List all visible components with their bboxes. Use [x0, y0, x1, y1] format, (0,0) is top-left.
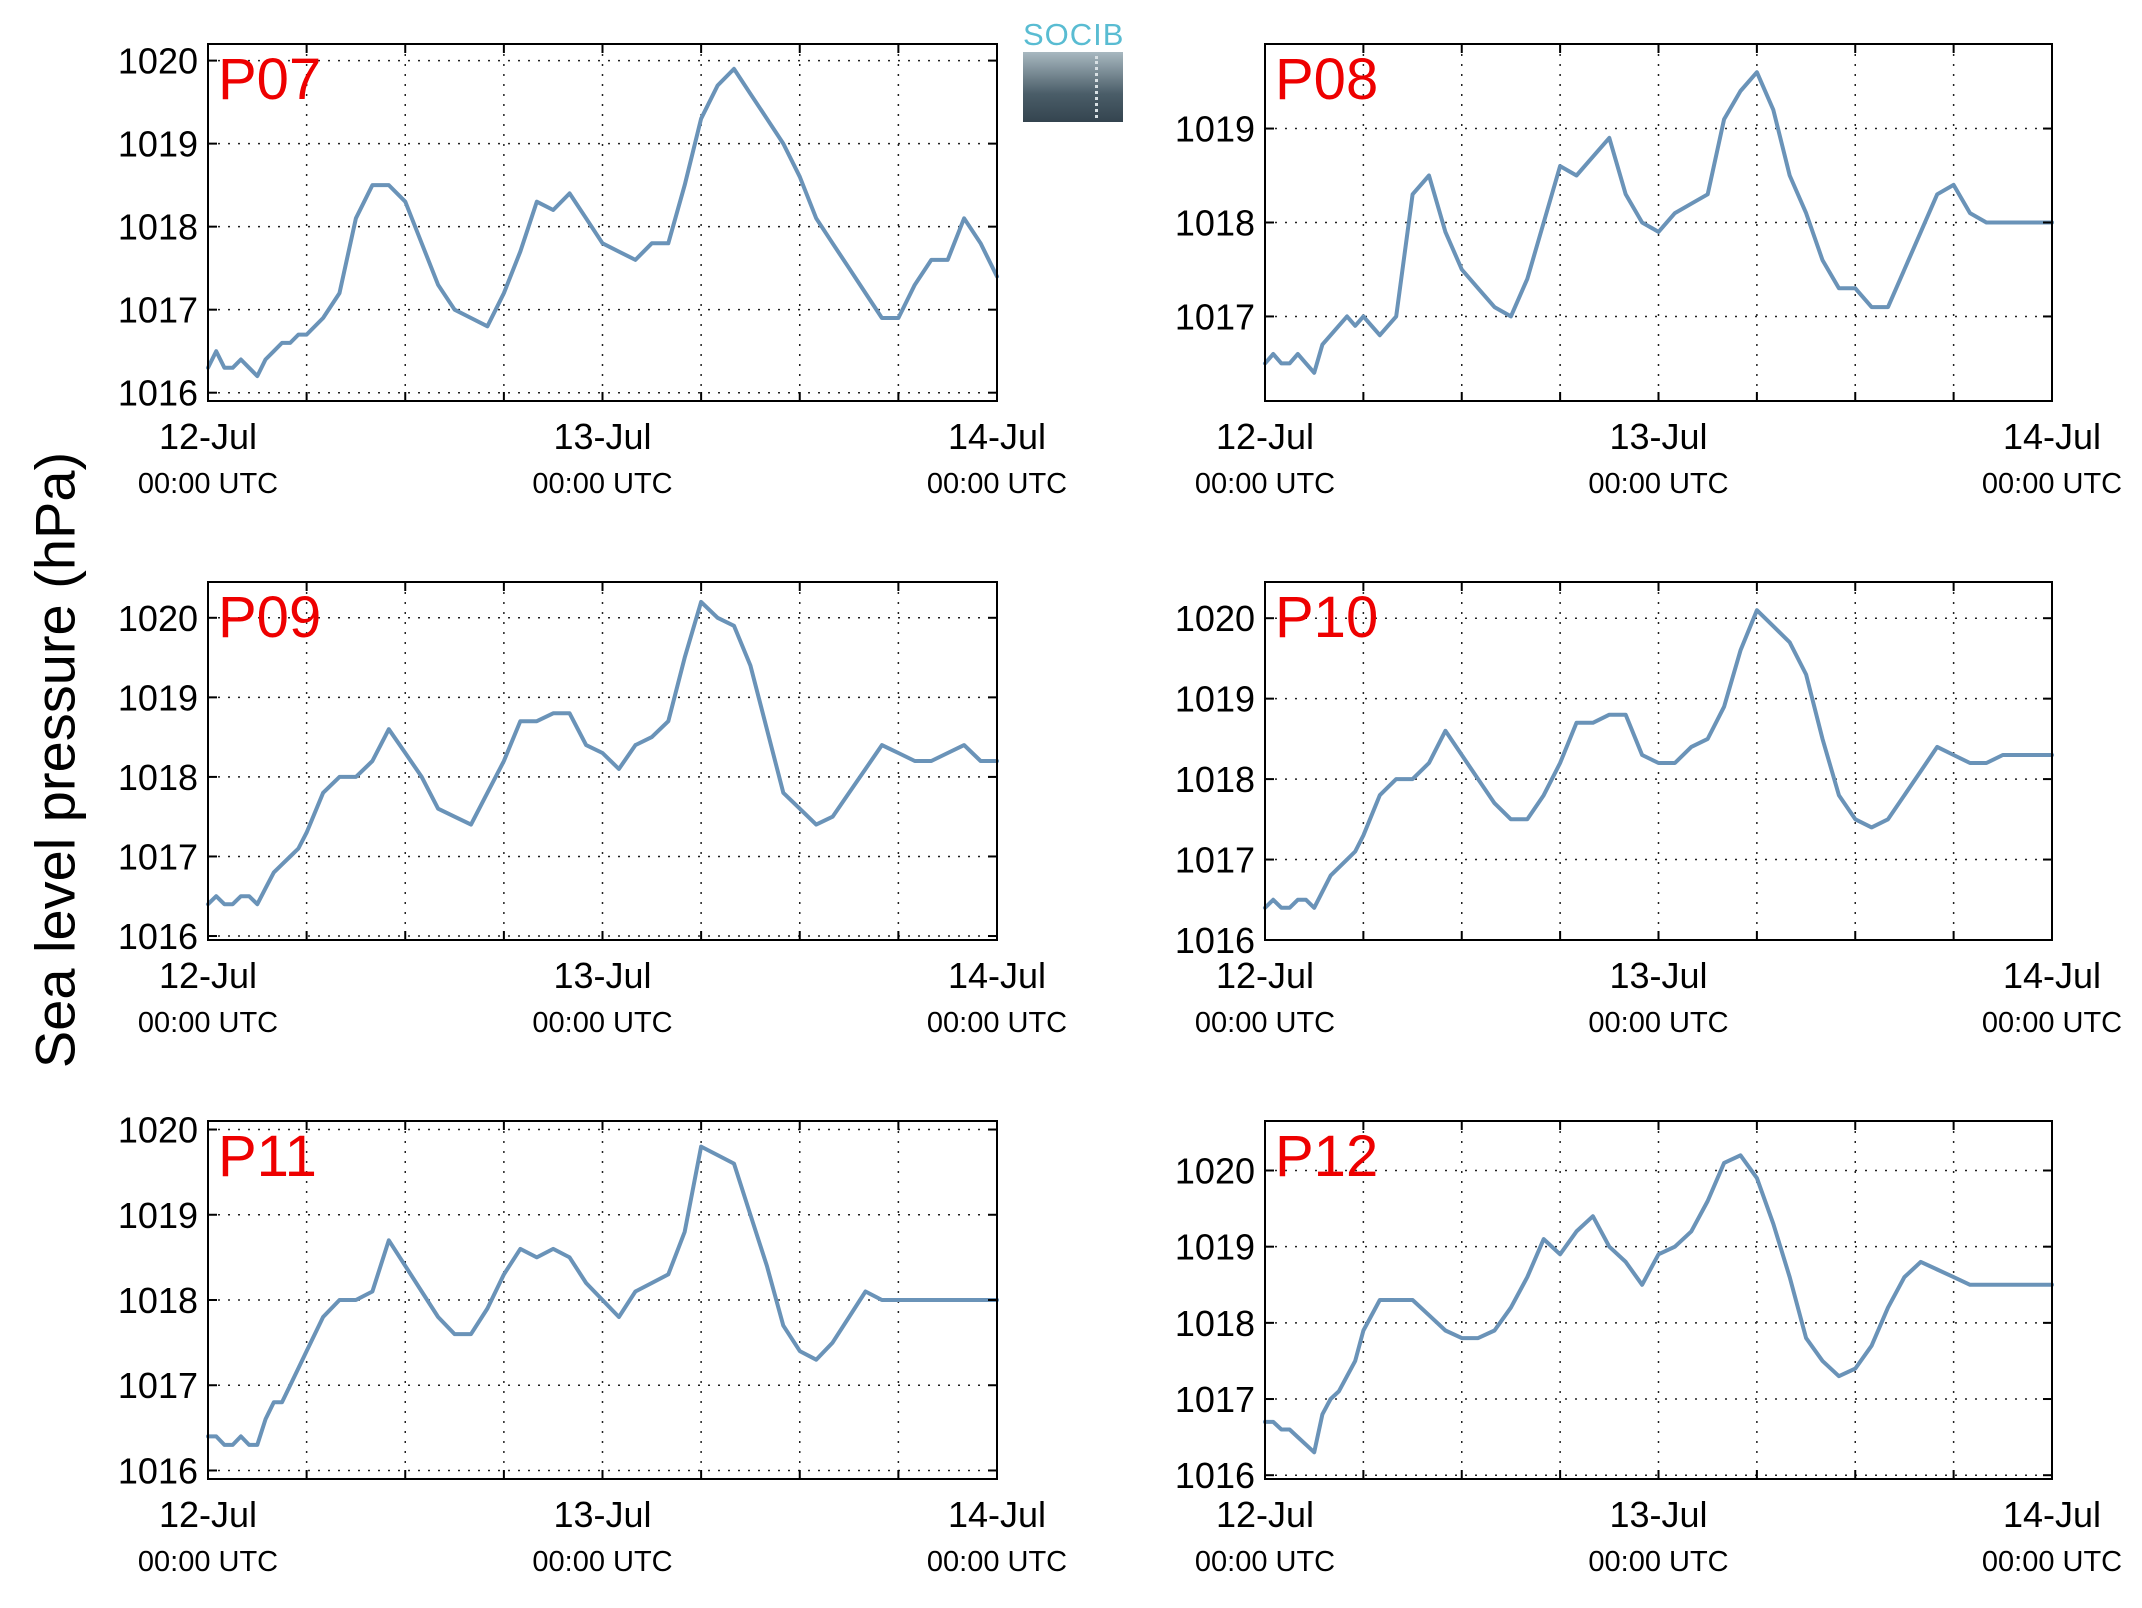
y-tick-label: 1018 — [1175, 1303, 1255, 1344]
x-tick-label-date: 14-Jul — [2003, 1494, 2101, 1535]
x-tick-label-date: 13-Jul — [1609, 416, 1707, 457]
x-tick-label-time: 00:00 UTC — [138, 1007, 278, 1039]
y-tick-label: 1016 — [1175, 920, 1255, 961]
y-tick-label: 1016 — [118, 1450, 198, 1491]
panel-title: P09 — [218, 585, 321, 650]
x-tick-label-time: 00:00 UTC — [138, 468, 278, 500]
panel-p08: 1017 1018 1019 12-Jul 00:00 UTC 13-Jul 00:00 U… — [1175, 43, 2122, 500]
y-tick-label: 1016 — [1175, 1455, 1255, 1496]
logo-text: SOCIB — [1023, 17, 1125, 52]
x-tick-label-time: 00:00 UTC — [1588, 468, 1728, 500]
panel-p07: 1016 1017 1018 1019 1020 12-Jul 00:00 UTC 13-Ju… — [118, 41, 1067, 500]
x-tick-label-date: 12-Jul — [159, 416, 257, 457]
series-line — [206, 66, 999, 379]
y-tick-label: 1017 — [118, 1365, 198, 1406]
x-tick-label-time: 00:00 UTC — [927, 1546, 1067, 1578]
x-tick-label-date: 13-Jul — [1609, 1494, 1707, 1535]
panel-title: P10 — [1275, 585, 1378, 650]
y-tick-label: 1018 — [118, 757, 198, 798]
panel-p11: 1016 1017 1018 1019 1020 12-Jul 00:00 UTC 13-Ju… — [118, 1110, 1067, 1578]
x-tick-label-time: 00:00 UTC — [1195, 1007, 1335, 1039]
x-tick-label-date: 13-Jul — [553, 1494, 651, 1535]
x-tick-label-time: 00:00 UTC — [1982, 1546, 2122, 1578]
x-tick-label-time: 00:00 UTC — [1195, 1546, 1335, 1578]
x-tick-label-date: 14-Jul — [948, 955, 1046, 996]
y-tick-label: 1017 — [118, 290, 198, 331]
y-tick-label: 1019 — [118, 1195, 198, 1236]
y-tick-label: 1018 — [1175, 759, 1255, 800]
y-tick-label: 1016 — [118, 373, 198, 414]
y-tick-label: 1020 — [1175, 1151, 1255, 1192]
panel-p12: 1016 1017 1018 1019 1020 12-Jul 00:00 UTC 13-Ju… — [1175, 1120, 2122, 1578]
x-tick-label-date: 13-Jul — [553, 416, 651, 457]
x-tick-label-date: 12-Jul — [159, 1494, 257, 1535]
x-tick-label-date: 12-Jul — [159, 955, 257, 996]
y-tick-label: 1017 — [1175, 840, 1255, 881]
logo-dots — [1095, 56, 1098, 118]
x-tick-label-time: 00:00 UTC — [138, 1546, 278, 1578]
x-tick-label-time: 00:00 UTC — [532, 468, 672, 500]
x-tick-label-time: 00:00 UTC — [1195, 468, 1335, 500]
panel-title: P12 — [1275, 1124, 1378, 1189]
panel-title: P08 — [1275, 47, 1378, 112]
x-tick-label-date: 14-Jul — [948, 1494, 1046, 1535]
y-tick-label: 1020 — [118, 598, 198, 639]
y-tick-label: 1017 — [118, 836, 198, 877]
x-tick-label-date: 13-Jul — [1609, 955, 1707, 996]
panel-title: P11 — [218, 1124, 317, 1189]
series-line — [1263, 1153, 2054, 1455]
panel-p09: 1016 1017 1018 1019 1020 12-Jul 00:00 UTC 13-Ju… — [118, 581, 1067, 1039]
x-tick-label-time: 00:00 UTC — [1588, 1546, 1728, 1578]
y-tick-label: 1018 — [118, 207, 198, 248]
panel-p10: 1016 1017 1018 1019 1020 12-Jul 00:00 UTC 13-Ju… — [1175, 581, 2122, 1039]
y-tick-label: 1019 — [118, 124, 198, 165]
x-tick-label-time: 00:00 UTC — [927, 1007, 1067, 1039]
axes-frame — [207, 581, 998, 941]
series-line — [206, 1144, 999, 1447]
x-tick-label-time: 00:00 UTC — [1982, 468, 2122, 500]
x-tick-label-time: 00:00 UTC — [1588, 1007, 1728, 1039]
series-line — [1263, 608, 2054, 910]
logo-block — [1023, 52, 1123, 122]
series-line — [1263, 70, 2054, 375]
x-tick-label-date: 12-Jul — [1216, 416, 1314, 457]
y-axis-label: Sea level pressure (hPa) — [23, 451, 87, 1069]
y-tick-label: 1019 — [1175, 1227, 1255, 1268]
x-tick-label-date: 13-Jul — [553, 955, 651, 996]
y-tick-label: 1020 — [118, 1110, 198, 1151]
x-tick-label-time: 00:00 UTC — [927, 468, 1067, 500]
axes-frame — [207, 43, 998, 402]
y-tick-label: 1018 — [118, 1280, 198, 1321]
x-tick-label-date: 12-Jul — [1216, 1494, 1314, 1535]
y-tick-label: 1019 — [1175, 109, 1255, 150]
x-tick-label-date: 14-Jul — [2003, 955, 2101, 996]
y-tick-label: 1019 — [118, 677, 198, 718]
x-tick-label-time: 00:00 UTC — [532, 1007, 672, 1039]
y-tick-label: 1017 — [1175, 296, 1255, 337]
socib-logo: SOCIB — [1023, 18, 1123, 122]
y-tick-label: 1016 — [118, 916, 198, 957]
x-tick-label-date: 12-Jul — [1216, 955, 1314, 996]
y-tick-label: 1017 — [1175, 1379, 1255, 1420]
y-tick-label: 1020 — [118, 41, 198, 82]
x-tick-label-time: 00:00 UTC — [1982, 1007, 2122, 1039]
y-tick-label: 1020 — [1175, 598, 1255, 639]
x-tick-label-date: 14-Jul — [2003, 416, 2101, 457]
x-tick-label-time: 00:00 UTC — [532, 1546, 672, 1578]
panel-title: P07 — [218, 47, 321, 112]
series-line — [206, 599, 999, 907]
y-tick-label: 1018 — [1175, 203, 1255, 244]
x-tick-label-date: 14-Jul — [948, 416, 1046, 457]
y-tick-label: 1019 — [1175, 679, 1255, 720]
axes-frame — [1264, 43, 2053, 402]
